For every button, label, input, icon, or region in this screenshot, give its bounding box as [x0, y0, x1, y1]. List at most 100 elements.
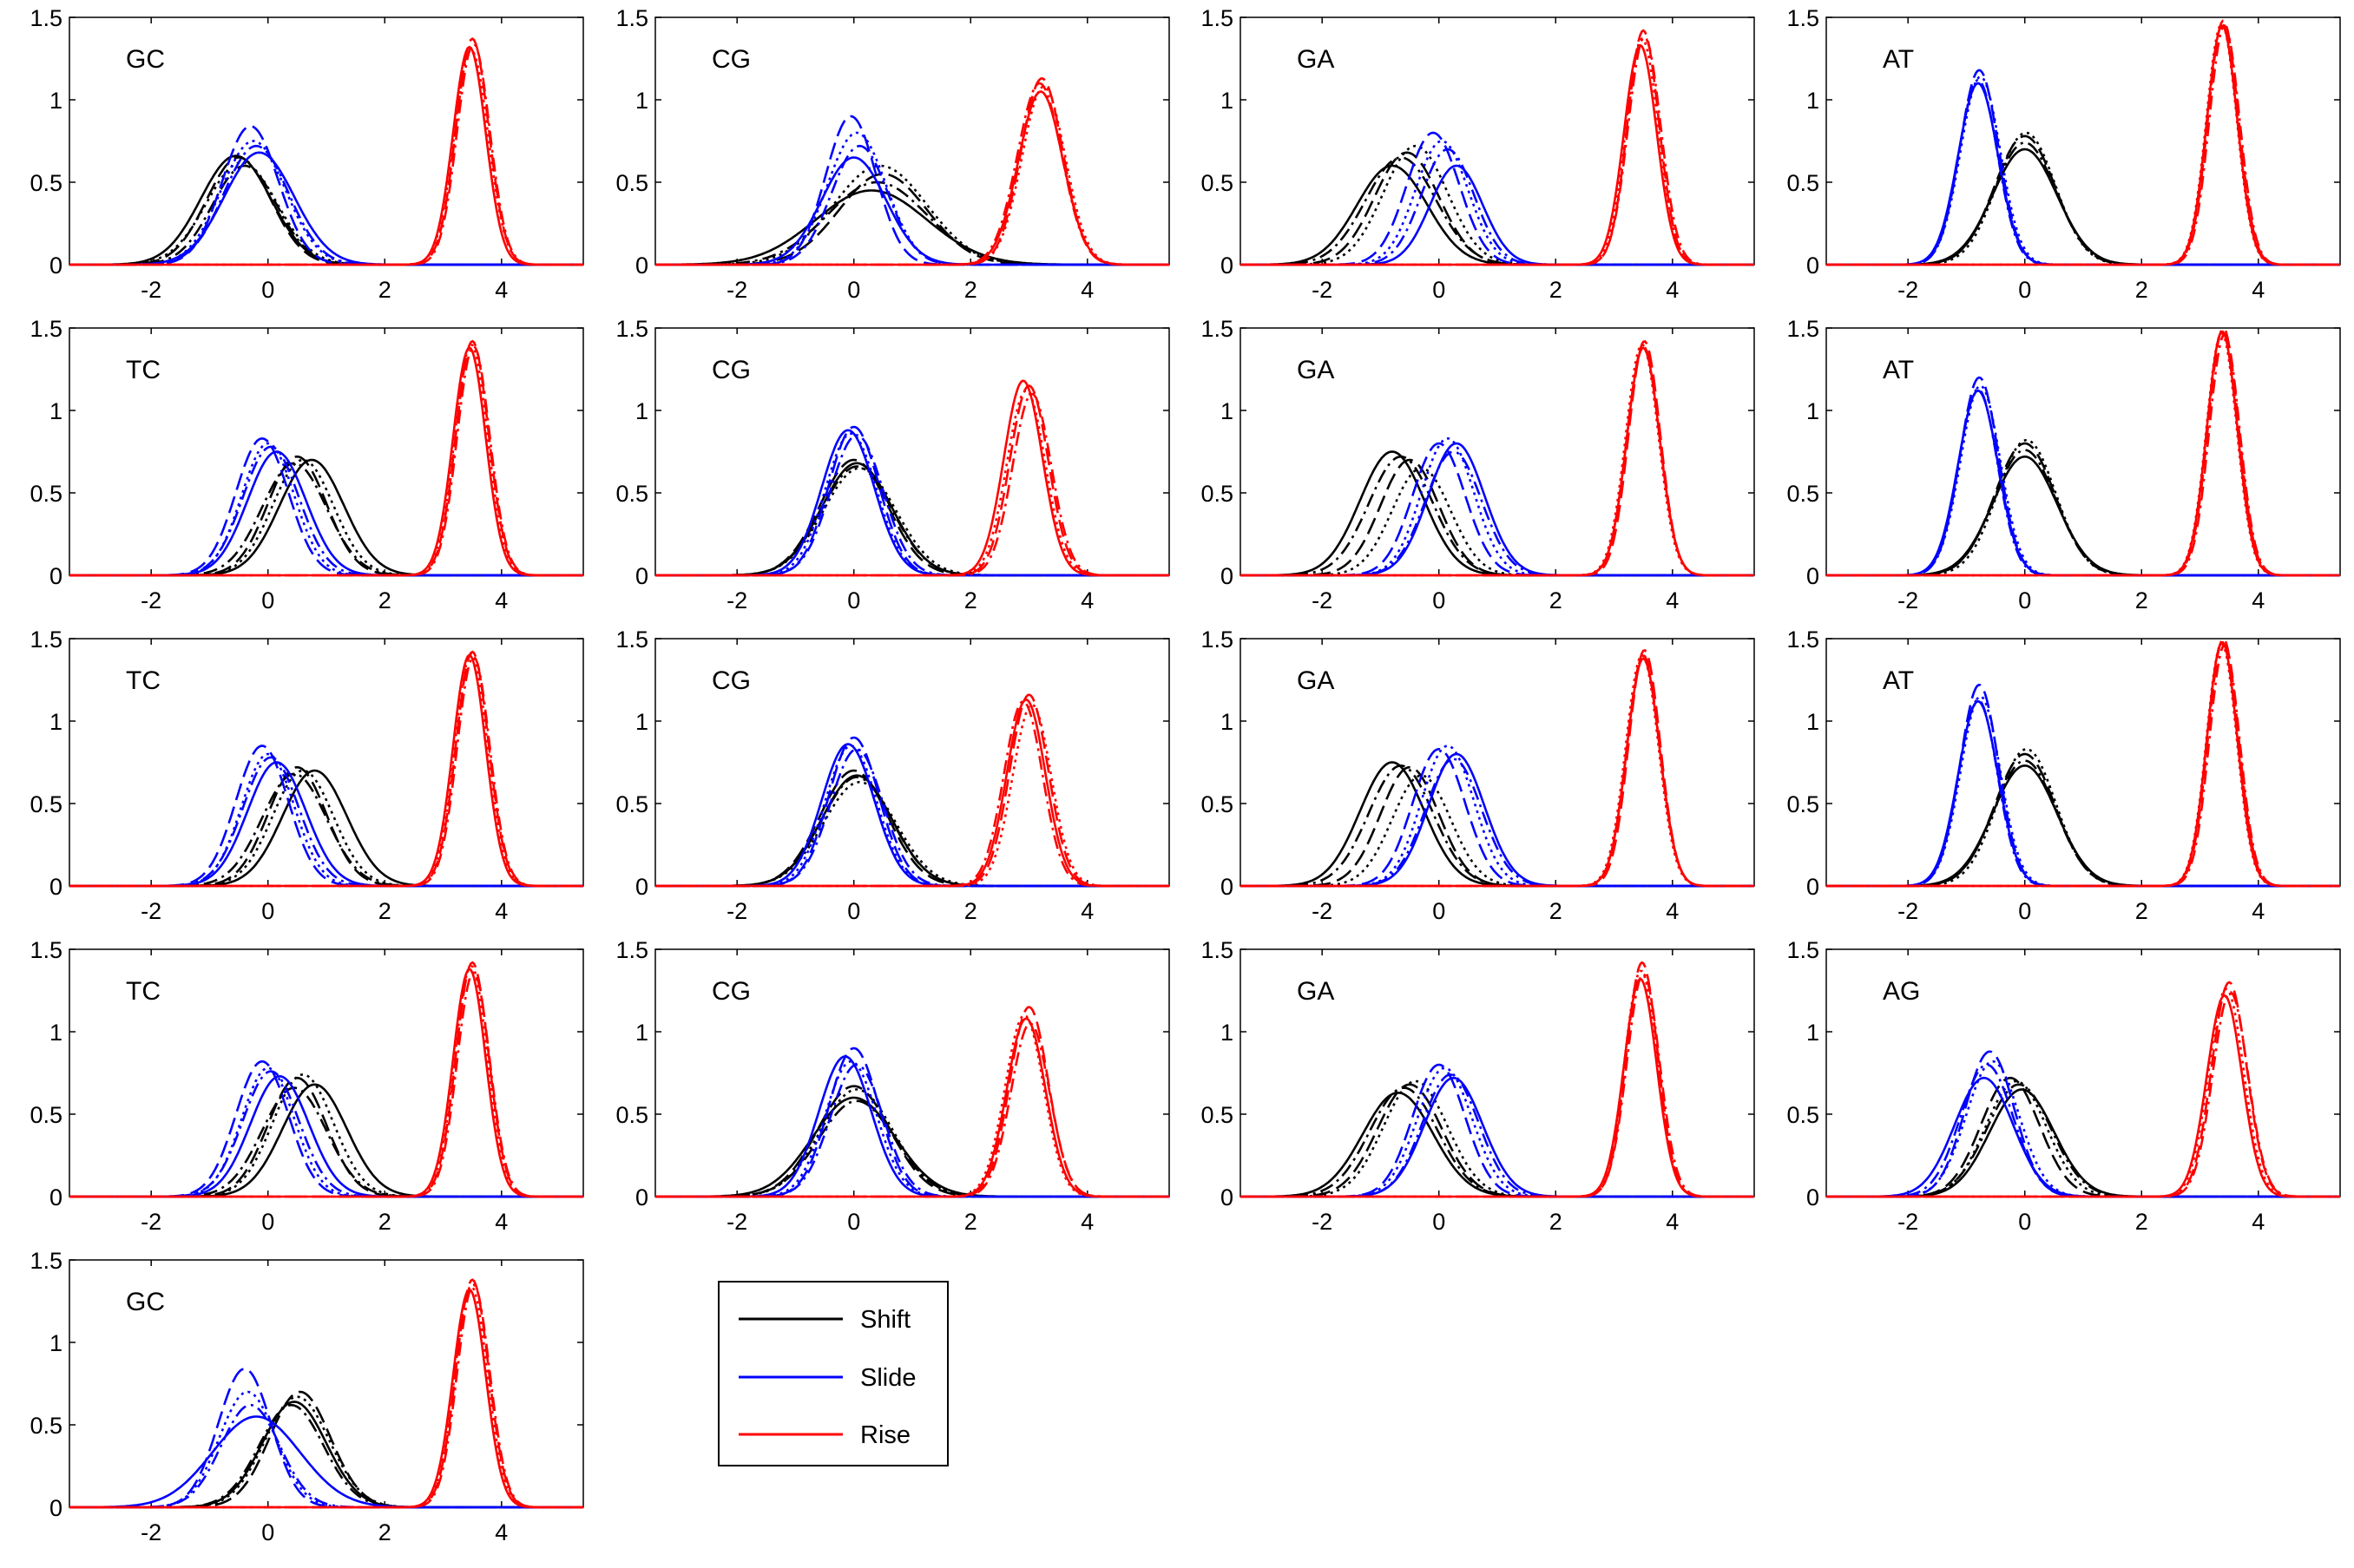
x-tick-label: 4: [2252, 277, 2265, 303]
y-tick-label: 1.5: [615, 5, 648, 31]
series-rise-curve-4: [69, 971, 583, 1198]
plot-frame: [654, 327, 1170, 576]
plot-frame: [1825, 327, 2341, 576]
y-tick-label: 1.5: [1786, 5, 1819, 31]
x-tick-label: -2: [1897, 898, 1918, 924]
x-tick-label: 2: [378, 587, 391, 613]
y-tick-label: 0.5: [1786, 170, 1819, 196]
plot-frame: [654, 16, 1170, 266]
x-tick-label: 2: [964, 587, 977, 613]
y-tick-label: 0: [635, 1184, 648, 1210]
y-tick-label: 1.5: [1200, 937, 1233, 963]
y-tick-label: 0: [1220, 563, 1233, 589]
panel-title: CG: [712, 977, 751, 1006]
plot-frame: [654, 948, 1170, 1197]
panel-title: CG: [712, 356, 751, 384]
y-tick-label: 0: [635, 874, 648, 900]
series-rise-curve-4: [655, 392, 1169, 577]
y-tick-label: 0.5: [615, 791, 648, 817]
panel-title: GA: [1297, 45, 1334, 74]
x-tick-label: -2: [141, 898, 161, 924]
series-rise-curve-4: [1240, 972, 1754, 1198]
y-tick-label: 0.5: [1786, 791, 1819, 817]
plot-frame: [654, 638, 1170, 887]
panel-title: CG: [712, 666, 751, 695]
series-rise-curve-4: [1826, 643, 2340, 888]
x-tick-label: 2: [378, 1209, 391, 1235]
x-tick-label: -2: [1897, 277, 1918, 303]
x-tick-label: 2: [964, 898, 977, 924]
y-tick-label: 0.5: [1200, 1102, 1233, 1128]
x-tick-label: 0: [847, 277, 860, 303]
y-tick-label: 1: [1220, 88, 1233, 114]
panel-title: GC: [126, 1288, 165, 1316]
panel-14: 0 0.5 1 1.5 -2 0 2 4 CG: [615, 937, 1170, 1235]
series-rise-curve-4: [69, 344, 583, 577]
series-rise-curve-4: [655, 1022, 1169, 1198]
panel-title: GA: [1297, 666, 1334, 695]
x-tick-label: 4: [495, 277, 508, 303]
y-tick-label: 1.5: [1786, 937, 1819, 963]
panel-15: 0 0.5 1 1.5 -2 0 2 4 GA: [1200, 937, 1755, 1235]
x-tick-label: 4: [2252, 587, 2265, 613]
plot-frame: [69, 327, 584, 576]
panel-2: 0 0.5 1 1.5 -2 0 2 4 CG: [615, 5, 1170, 303]
y-tick-label: 0: [49, 253, 62, 279]
y-tick-label: 1: [49, 709, 62, 735]
y-tick-label: 1: [635, 1020, 648, 1046]
y-tick-label: 1.5: [30, 5, 62, 31]
plot-frame: [1825, 638, 2341, 887]
y-tick-label: 1: [1806, 709, 1819, 735]
y-tick-label: 1.5: [615, 627, 648, 653]
panel-title: GC: [126, 45, 165, 74]
x-tick-label: -2: [727, 277, 747, 303]
y-tick-label: 0: [49, 563, 62, 589]
x-tick-label: 2: [2135, 277, 2148, 303]
x-tick-label: 0: [261, 1519, 274, 1545]
x-tick-label: -2: [141, 1519, 161, 1545]
y-tick-label: 1.5: [1200, 316, 1233, 342]
x-tick-label: 2: [378, 898, 391, 924]
y-tick-label: 1.5: [30, 937, 62, 963]
x-tick-label: 4: [495, 1209, 508, 1235]
x-tick-label: 0: [2018, 587, 2031, 613]
series-rise-curve-4: [1240, 36, 1754, 266]
series-shift-curve-4: [1240, 1086, 1754, 1198]
series-slide-curve-4: [1826, 1063, 2340, 1198]
panel-6: 0 0.5 1 1.5 -2 0 2 4 CG: [615, 316, 1170, 613]
series-rise-curve-4: [69, 655, 583, 888]
plot-frame: [69, 16, 584, 266]
y-tick-label: 0: [1220, 874, 1233, 900]
y-tick-label: 0.5: [1200, 170, 1233, 196]
y-tick-label: 1: [1806, 1020, 1819, 1046]
y-tick-label: 0: [1220, 253, 1233, 279]
x-tick-label: 0: [261, 898, 274, 924]
y-tick-label: 1.5: [615, 316, 648, 342]
panel-title: AT: [1883, 45, 1914, 74]
plot-frame: [1239, 948, 1755, 1197]
panel-13: 0 0.5 1 1.5 -2 0 2 4 TC: [30, 937, 584, 1235]
legend-label-slide: Slide: [860, 1364, 917, 1392]
x-tick-label: 4: [1081, 1209, 1094, 1235]
series-rise-curve-4: [1240, 653, 1754, 888]
panel-17: 0 0.5 1 1.5 -2 0 2 4 GC: [30, 1248, 584, 1545]
panel-title: AG: [1883, 977, 1920, 1006]
plot-frame: [69, 948, 584, 1197]
y-tick-label: 1: [1220, 1020, 1233, 1046]
x-tick-label: 0: [2018, 277, 2031, 303]
y-tick-label: 0.5: [1786, 1102, 1819, 1128]
x-tick-label: -2: [141, 587, 161, 613]
y-tick-label: 1.5: [30, 1248, 62, 1274]
x-tick-label: 2: [2135, 587, 2148, 613]
panel-title: AT: [1883, 666, 1914, 695]
panel-title: TC: [126, 977, 161, 1006]
x-tick-label: 2: [2135, 1209, 2148, 1235]
x-tick-label: 0: [261, 1209, 274, 1235]
x-tick-label: 2: [1549, 1209, 1562, 1235]
panel-title: TC: [126, 666, 161, 695]
y-tick-label: 1: [635, 88, 648, 114]
plot-frame: [1239, 638, 1755, 887]
legend-label-rise: Rise: [860, 1421, 911, 1449]
x-tick-label: 2: [2135, 898, 2148, 924]
x-tick-label: -2: [1312, 1209, 1332, 1235]
